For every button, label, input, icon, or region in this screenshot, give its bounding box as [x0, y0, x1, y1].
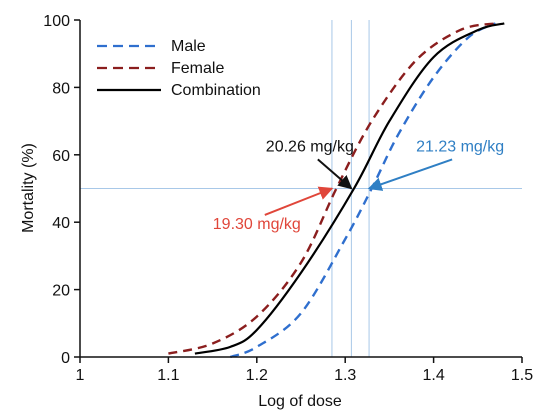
y-axis-label: Mortality (%) [20, 143, 37, 233]
y-tick-label: 60 [52, 148, 70, 165]
x-tick-label: 1.3 [334, 367, 356, 384]
annotation-label: 21.23 mg/kg [416, 138, 504, 155]
legend: Male Female Combination [97, 38, 261, 99]
y-tick-label: 20 [52, 283, 70, 300]
series-line-male [229, 22, 497, 359]
reference-lines [80, 20, 522, 357]
legend-label-male: Male [171, 38, 206, 55]
y-tick-label: 0 [61, 350, 70, 367]
x-tick-label: 1.5 [511, 367, 533, 384]
annotation-arrow [264, 186, 334, 216]
y-tick-label: 40 [52, 215, 70, 232]
x-tick-label: 1.1 [157, 367, 179, 384]
x-tick-label: 1.2 [246, 367, 268, 384]
legend-label-female: Female [171, 60, 224, 77]
x-tick-label: 1.4 [422, 367, 444, 384]
y-tick-label: 80 [52, 80, 70, 97]
annotation-arrow [367, 158, 453, 191]
annotation-arrow [317, 158, 353, 190]
y-tick-label: 100 [43, 13, 70, 30]
annotation-label: 20.26 mg/kg [266, 138, 354, 155]
annotations: 20.26 mg/kg 21.23 mg/kg 19.30 mg/kg [213, 138, 504, 233]
series-line-female [168, 22, 496, 355]
annotation-label: 19.30 mg/kg [213, 216, 301, 233]
legend-label-combination: Combination [171, 82, 261, 99]
x-tick-label: 1 [76, 367, 85, 384]
x-axis-label: Log of dose [258, 393, 342, 410]
axes: 1 1.1 1.2 1.3 1.4 1.5 0 20 40 60 80 100 [43, 13, 533, 384]
series-line-combination [194, 22, 505, 355]
